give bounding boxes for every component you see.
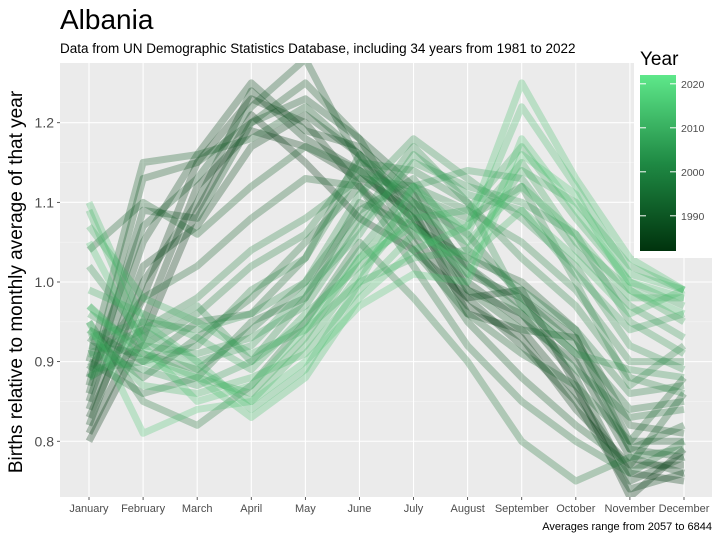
y-tick-label: 0.9 [35,354,55,370]
series-line-1982 [85,111,687,497]
legend-tick-label: 2000 [681,167,705,179]
series-line-1997 [86,238,685,485]
x-axis: January February March April May June July Augu… [69,497,710,515]
series-line-1989 [85,63,685,461]
series-line-1986 [85,111,685,477]
x-tick-label: January [69,503,109,515]
x-tick-label: December [659,503,710,515]
color-legend: Year 1990 2000 2010 2020 [634,44,714,258]
series-line-1996 [87,198,685,421]
series-line-2010 [85,182,684,405]
series-line-2013 [86,79,686,421]
series-line-1994 [87,151,685,413]
chart-subtitle: Data from UN Demographic Statistics Data… [60,41,576,56]
series-line-1990 [85,79,685,437]
series-line-2014 [85,135,685,405]
series-line-2009 [86,167,686,358]
series-line-2007 [86,159,686,397]
y-tick-label: 1.0 [35,274,55,290]
chart-title: Albania [60,4,154,35]
series-line-2003 [88,135,686,373]
x-tick-label: July [404,503,424,515]
legend-tick-label: 2020 [681,79,705,91]
x-tick-label: August [451,503,485,515]
x-tick-label: June [348,503,372,515]
legend-tick-label: 2010 [681,123,705,135]
legend-title: Year [640,49,679,70]
x-tick-label: February [121,503,166,515]
series-line-2005 [88,167,686,389]
series-line-1998 [88,175,685,397]
y-axis: 0.8 0.9 1.0 1.1 1.2 [35,115,60,449]
y-tick-label: 0.8 [35,433,55,449]
series-line-1984 [85,95,684,469]
x-tick-label: September [495,503,549,515]
series-line-2002 [86,143,685,382]
series-line-2012 [85,103,685,413]
y-tick-label: 1.1 [35,194,55,210]
legend-tick-label: 1990 [681,211,705,223]
x-tick-label: March [182,503,213,515]
x-tick-label: October [556,503,595,515]
series-line-1992 [86,143,686,453]
series-line-1985 [85,87,685,493]
y-axis-label: Births relative to monthly average of th… [6,90,27,473]
series-line-2000 [87,175,684,366]
series-line-1988 [85,95,684,445]
x-tick-label: November [605,503,656,515]
series-line-2006 [86,151,685,381]
series-line-2001 [88,167,687,389]
series-line-2008 [87,143,686,374]
series-line-2015 [85,151,686,437]
series-line-1983 [85,127,685,485]
grid-lines [60,63,712,497]
series-line-2004 [87,159,686,358]
x-tick-label: May [295,503,316,515]
series-line-1987 [85,79,686,485]
x-tick-label: April [240,503,262,515]
series-lines [85,63,687,497]
plot-panel [60,63,712,497]
y-tick-label: 1.2 [35,115,55,131]
series-line-1995 [86,182,686,477]
series-line-1991 [85,103,687,469]
series-line-2011 [86,206,686,397]
legend-colorbar [640,75,676,251]
series-line-1993 [86,175,687,445]
chart-caption: Averages range from 2057 to 6844 [542,521,712,533]
series-line-1999 [87,159,685,397]
